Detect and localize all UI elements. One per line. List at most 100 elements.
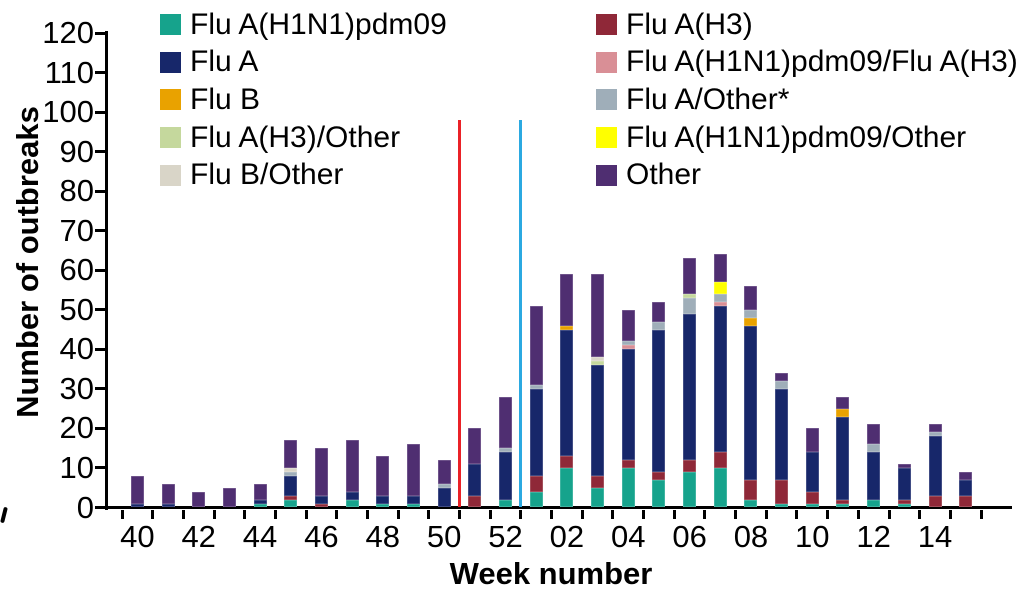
bar-segment <box>713 301 727 306</box>
bar-segment <box>713 293 727 302</box>
x-tick <box>519 509 523 519</box>
bar-segment <box>192 491 206 508</box>
legend-label: Flu A(H1N1)pdm09/Other <box>626 120 967 154</box>
bar-segment <box>867 499 881 508</box>
bar-segment <box>621 345 635 350</box>
bar-segment <box>314 448 328 496</box>
legend-item-flu-a-h3-other: Flu A(H3)/Other <box>160 119 447 157</box>
x-tick-label: 04 <box>610 518 646 554</box>
bar-segment <box>499 499 512 508</box>
x-tick-label: 06 <box>672 518 707 554</box>
legend-item-flu-a-h1n1-pdm09-other: Flu A(H1N1)pdm09/Other <box>596 119 1018 157</box>
legend-item-flu-a-h3: Flu A(H3) <box>596 6 1018 44</box>
bar-segment <box>775 503 789 508</box>
bar-segment <box>621 467 635 508</box>
y-tick <box>95 150 105 154</box>
bar-segment <box>529 491 543 508</box>
bar-segment <box>897 467 911 500</box>
bar-segment <box>529 384 543 389</box>
bar-segment <box>345 440 359 492</box>
bar-segment <box>683 460 697 472</box>
x-tick <box>550 509 554 519</box>
bar-segment <box>621 460 635 468</box>
legend-item-flu-b-other: Flu B/Other <box>160 156 447 194</box>
bar-segment <box>161 483 175 504</box>
bar-segment <box>406 495 420 504</box>
legend-label: Other <box>626 158 702 192</box>
x-tick <box>948 509 952 519</box>
y-tick-label: 10 <box>59 449 94 485</box>
x-tick <box>273 509 277 519</box>
bar-segment <box>683 297 697 314</box>
x-tick <box>734 509 738 519</box>
x-tick <box>212 509 216 519</box>
bar-segment <box>713 282 727 294</box>
bar-segment <box>805 452 819 492</box>
bar-segment <box>437 460 451 484</box>
x-tick-label: 52 <box>488 518 523 554</box>
red-reference-line <box>457 120 461 508</box>
x-tick-label: 02 <box>549 518 585 554</box>
x-tick <box>979 509 983 519</box>
bar-segment <box>253 483 267 500</box>
legend-label: Flu B <box>190 82 261 116</box>
bar-segment <box>867 424 881 445</box>
legend-label: Flu A(H3)/Other <box>190 120 401 154</box>
bar-segment <box>897 464 911 468</box>
x-tick-label: 44 <box>242 518 278 554</box>
bar-segment <box>468 428 482 464</box>
x-tick <box>611 509 615 519</box>
x-tick <box>764 509 768 519</box>
x-tick <box>304 509 308 519</box>
y-tick <box>95 31 105 35</box>
bar-segment <box>529 388 543 476</box>
x-tick-label: 48 <box>365 518 400 554</box>
bar-segment <box>775 380 789 389</box>
legend-item-flu-b: Flu B <box>160 81 447 119</box>
legend-swatch-flu-a-h1n1-pdm09-flu-a-h3 <box>596 51 617 73</box>
legend-label: Flu A(H1N1)pdm09 <box>190 7 447 41</box>
x-tick <box>887 509 891 519</box>
bar-segment <box>652 329 666 472</box>
bar-segment <box>928 432 942 437</box>
legend-item-flu-a: Flu A <box>160 44 447 82</box>
legend-swatch-other <box>596 164 617 186</box>
bar-segment <box>959 479 973 496</box>
legend-item-flu-a-other: Flu A/Other* <box>596 81 1018 119</box>
y-tick <box>95 506 105 509</box>
bar-segment <box>499 396 512 449</box>
bar-segment <box>683 258 697 294</box>
x-tick-label: 10 <box>795 518 830 554</box>
legend-label: Flu A/Other* <box>626 82 790 116</box>
y-tick <box>95 466 105 470</box>
x-tick <box>826 509 830 519</box>
legend-swatch-flu-b-other <box>160 164 181 186</box>
bar-segment <box>713 452 727 468</box>
bar-segment <box>529 305 543 385</box>
legend-label: Flu A <box>190 45 259 79</box>
bar-segment <box>314 495 328 504</box>
bar-segment <box>560 467 574 508</box>
bar-segment <box>591 475 605 488</box>
bar-segment <box>253 499 267 504</box>
bar-segment <box>621 349 635 461</box>
x-tick <box>795 509 799 519</box>
bar-segment <box>560 325 574 330</box>
bar-segment <box>744 479 758 500</box>
bar-segment <box>376 503 390 508</box>
x-tick <box>856 509 860 519</box>
bar-segment <box>867 452 881 500</box>
legend-item-flu-a-h1n1-pdm09-flu-a-h3: Flu A(H1N1)pdm09/Flu A(H3) <box>596 44 1018 82</box>
y-tick-label: 30 <box>59 370 94 406</box>
bar-segment <box>499 448 512 453</box>
bar-segment <box>406 503 420 508</box>
x-tick <box>335 509 339 519</box>
y-tick <box>95 268 105 272</box>
bar-segment <box>253 503 267 508</box>
bar-segment <box>836 408 850 417</box>
y-tick <box>95 71 105 75</box>
bar-segment <box>284 471 298 476</box>
y-tick <box>95 308 105 312</box>
bar-segment <box>775 479 789 504</box>
y-tick <box>95 110 105 114</box>
